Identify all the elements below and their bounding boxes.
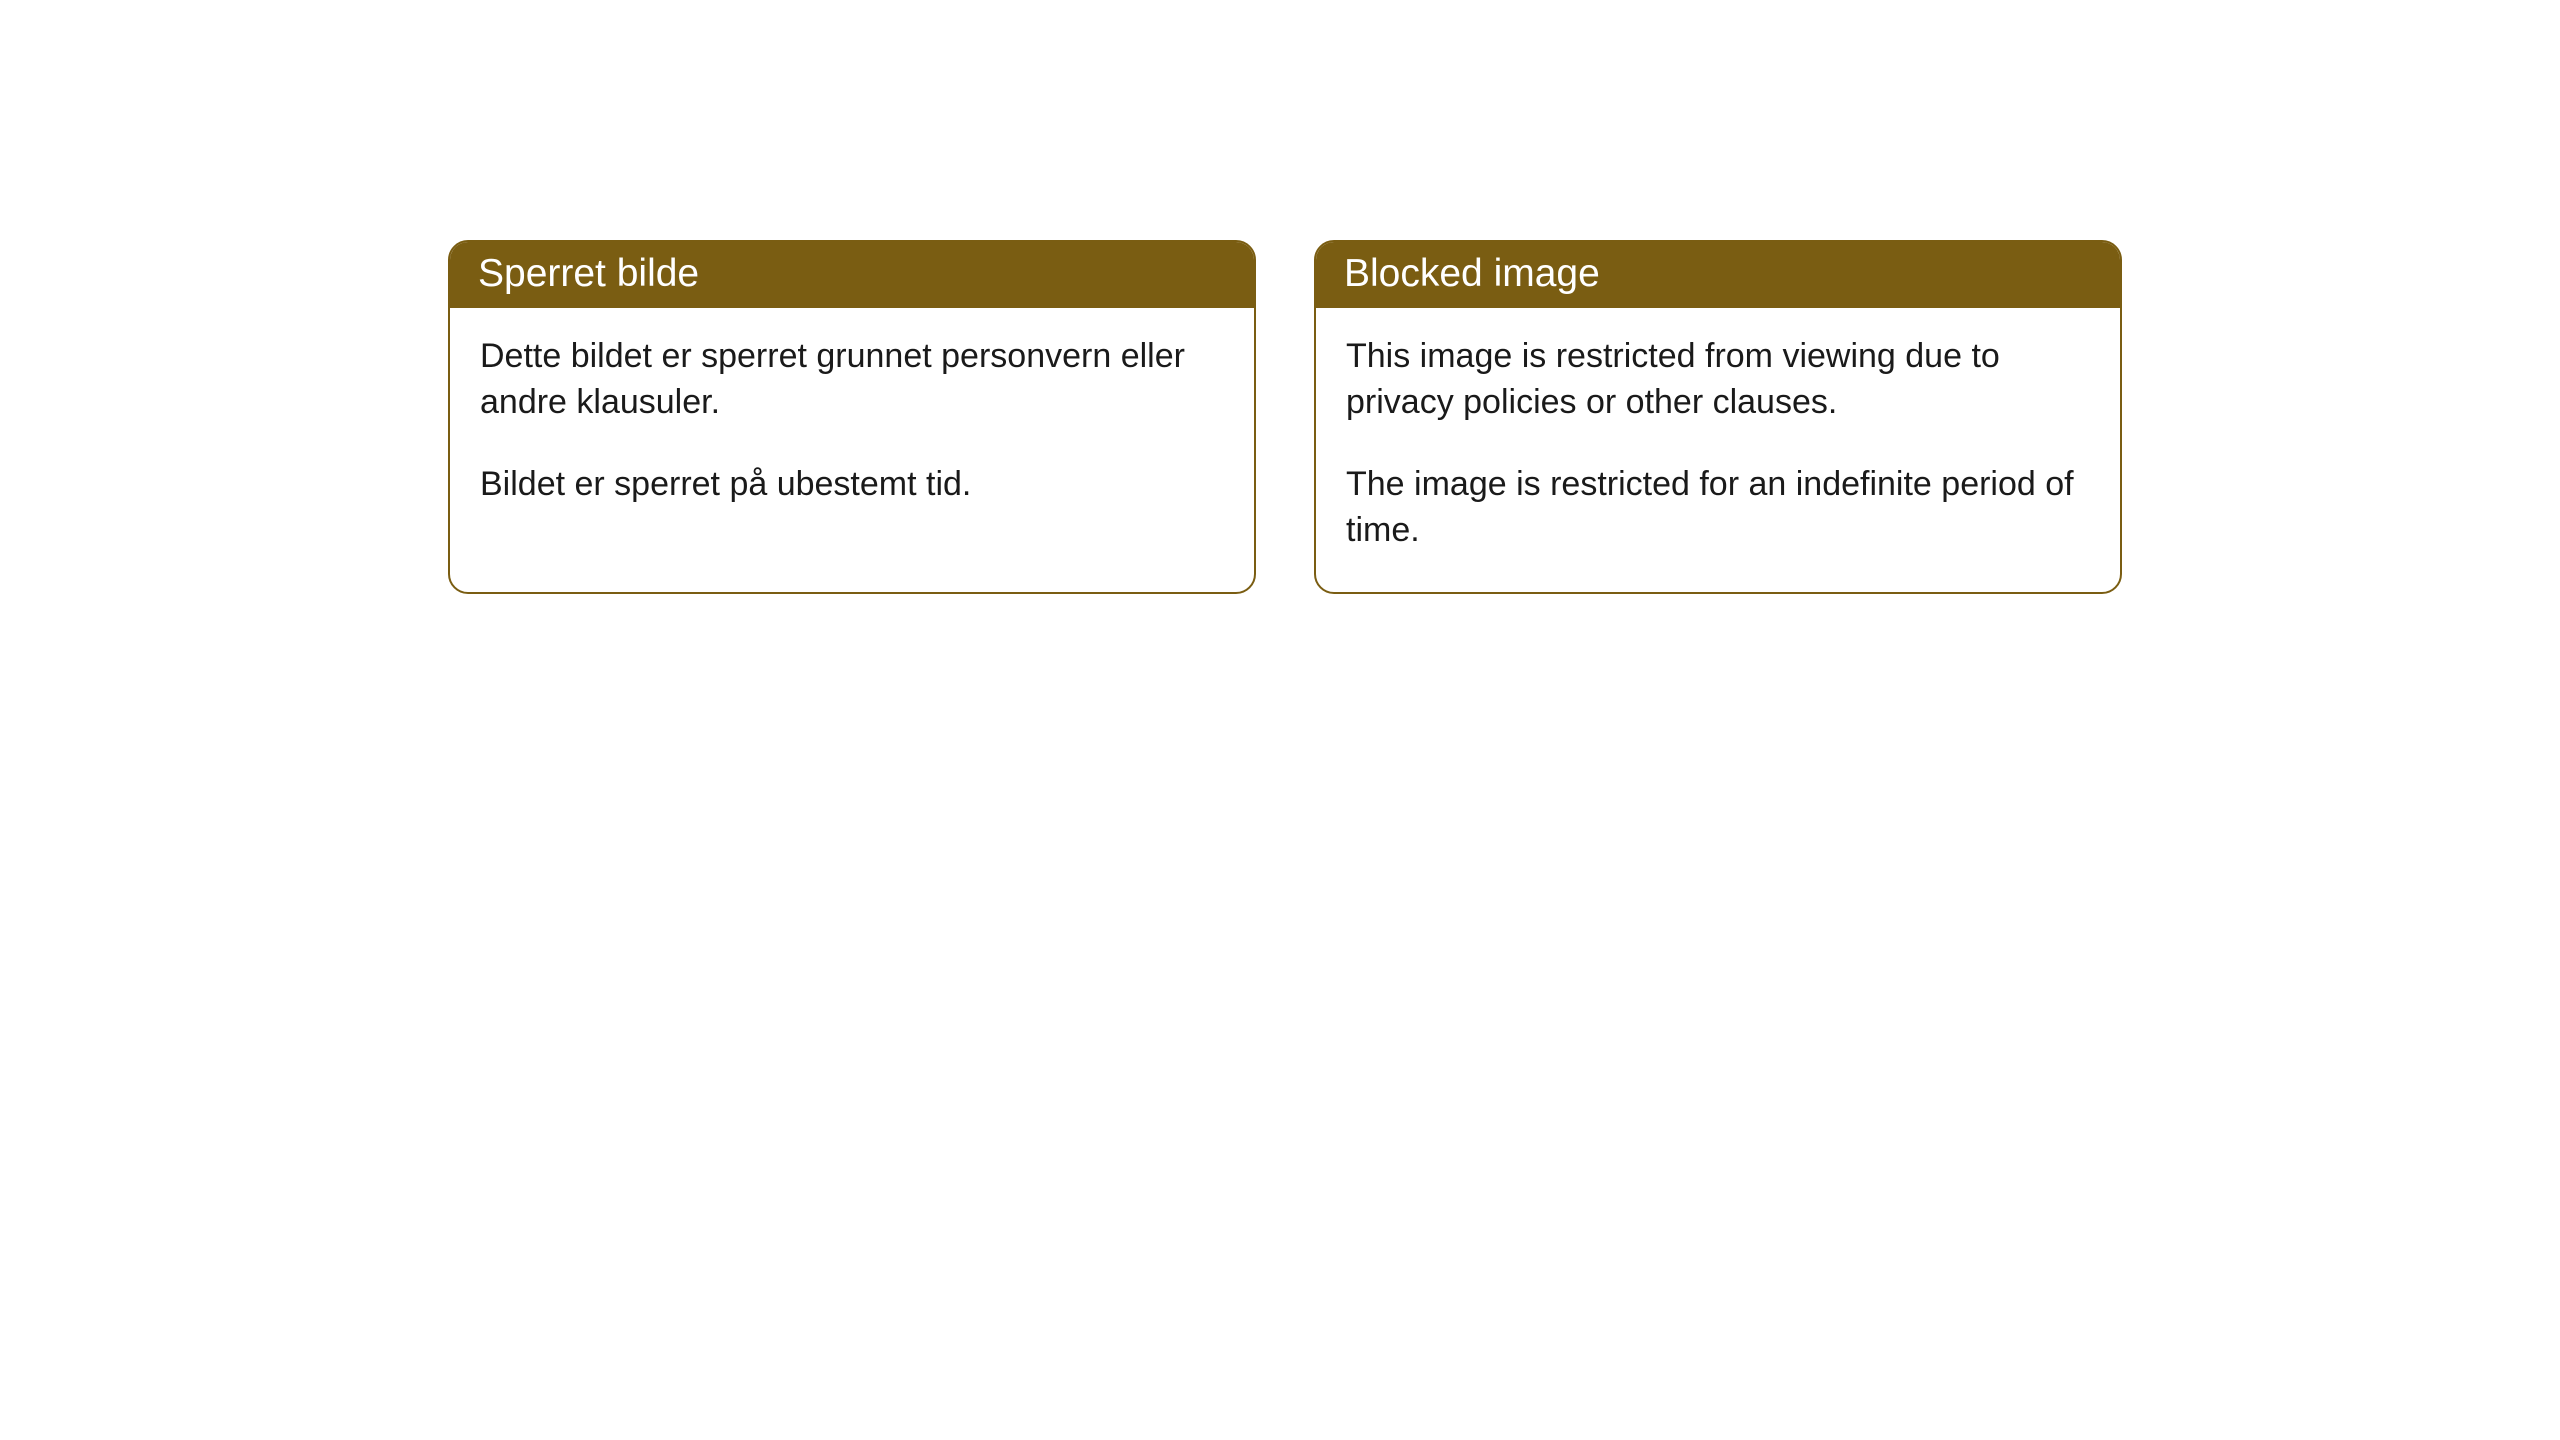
notice-card-body: Dette bildet er sperret grunnet personve…: [450, 308, 1254, 546]
notice-paragraph-2: The image is restricted for an indefinit…: [1346, 462, 2090, 554]
notice-card-english: Blocked image This image is restricted f…: [1314, 240, 2122, 594]
notice-card-title: Blocked image: [1316, 242, 2120, 308]
notice-cards-container: Sperret bilde Dette bildet er sperret gr…: [448, 240, 2122, 594]
notice-paragraph-1: This image is restricted from viewing du…: [1346, 334, 2090, 426]
notice-paragraph-1: Dette bildet er sperret grunnet personve…: [480, 334, 1224, 426]
notice-card-norwegian: Sperret bilde Dette bildet er sperret gr…: [448, 240, 1256, 594]
notice-paragraph-2: Bildet er sperret på ubestemt tid.: [480, 462, 1224, 508]
notice-card-title: Sperret bilde: [450, 242, 1254, 308]
notice-card-body: This image is restricted from viewing du…: [1316, 308, 2120, 592]
